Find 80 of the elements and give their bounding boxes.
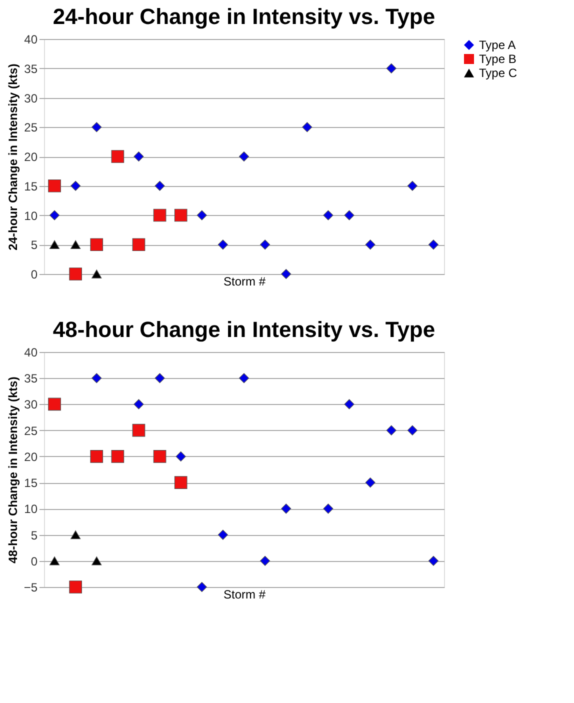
point [134,151,144,162]
y-tick-label: 10 [24,502,38,516]
y-tick-label: 0 [30,554,38,568]
y-tick-label: 5 [30,238,38,252]
point [70,240,81,250]
point [218,240,228,250]
y-tick-label: 25 [24,120,38,135]
point [154,180,165,191]
point [69,580,82,594]
y-tick-label: 30 [24,91,38,106]
y-tick-label: 15 [24,476,38,490]
point [407,180,418,191]
point [111,150,124,163]
point [132,238,146,252]
point [70,180,81,191]
point [69,268,82,280]
y-tick-label: 35 [24,62,38,76]
point [49,556,60,566]
point [196,582,207,592]
y-axis-title: 24-hour Change in Intensity (kts) [6,64,20,250]
point [132,424,146,437]
point [70,530,81,540]
point [90,450,104,463]
point [111,450,124,463]
point [386,425,396,436]
point [365,478,376,488]
point [428,240,439,250]
y-tick-label: 30 [24,398,38,412]
point [49,240,60,250]
point [48,398,61,411]
point [386,63,396,74]
point [281,268,292,280]
y-tick-label: 40 [24,346,38,360]
point [92,270,102,278]
y-tick-label: 35 [24,372,38,386]
x-axis-title: Storm # [223,588,266,602]
point [92,373,102,384]
point [153,208,166,222]
point [407,425,418,436]
point [323,504,334,514]
point [238,373,250,384]
point [92,122,102,132]
y-tick-label: 40 [24,32,38,46]
legend-label: Type C [479,66,518,80]
point [92,556,102,566]
y-tick-label: 0 [30,268,38,282]
y-tick-label: 20 [24,150,38,164]
y-tick-label: 10 [24,208,38,223]
y-tick-label: 25 [24,424,38,438]
point [174,476,188,489]
point [323,210,334,220]
point [174,208,188,222]
legend-label: Type B [479,52,516,66]
y-tick-label: 15 [24,179,38,194]
point [134,399,144,410]
point [218,530,228,540]
point [281,504,292,514]
point [153,450,166,463]
y-tick-label: 20 [24,450,38,464]
point [49,210,60,220]
point [154,373,165,384]
point [48,179,61,192]
point [365,240,376,250]
point [260,556,270,566]
point [196,210,207,220]
y-tick-label: −5 [24,580,38,594]
point [344,210,354,220]
point [238,151,250,162]
chart-title: 24-hour Change in Intensity vs. Type [52,4,436,29]
point [302,122,312,132]
x-axis-title: Storm # [223,274,266,288]
point [90,238,104,252]
point [344,399,354,410]
chart-title: 48-hour Change in Intensity vs. Type [52,317,436,342]
y-axis-title: 48-hour Change in Intensity (kts) [6,376,20,564]
point [428,556,439,566]
point [260,240,270,250]
point [176,451,186,462]
y-tick-label: 5 [30,528,38,542]
legend-label: Type A [479,38,516,52]
